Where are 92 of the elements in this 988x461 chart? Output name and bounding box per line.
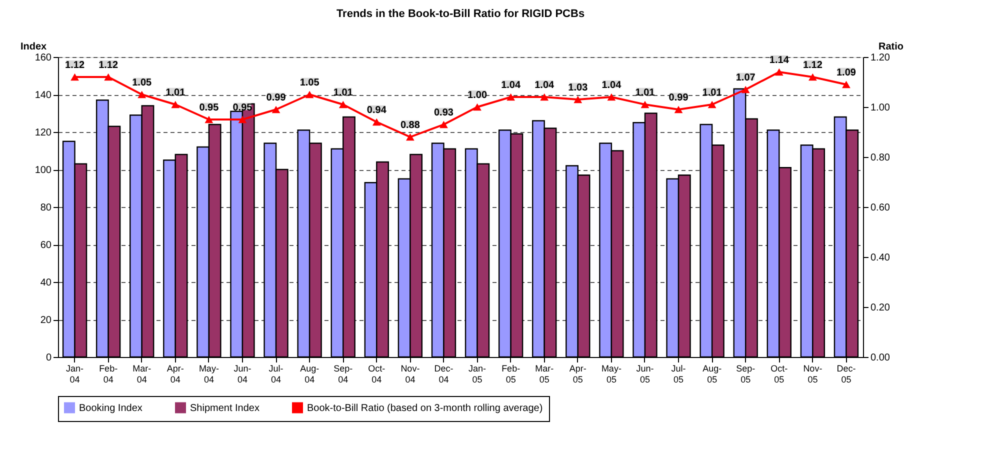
x-tick-label: May-04	[198, 364, 219, 384]
data-label: 1.04	[501, 80, 521, 91]
y2-tick-label: 0.80	[870, 152, 890, 164]
point	[708, 100, 716, 108]
x-tick-label: Jul-04	[268, 364, 284, 384]
y-tick-label: 60	[40, 240, 52, 251]
x-tick-label: Apr-04	[166, 364, 184, 384]
y-tick-label: 0	[46, 352, 52, 364]
x-tick-label: Sep-04	[334, 364, 353, 384]
point	[440, 120, 448, 128]
x-tick-label: Nov-04	[400, 364, 420, 384]
data-label: 1.12	[65, 60, 85, 71]
x-tick-label: Oct-05	[770, 364, 788, 384]
data-label: 1.12	[98, 60, 118, 71]
point	[607, 93, 616, 101]
x-tick-label: Feb-05	[502, 364, 520, 384]
data-label: 1.12	[802, 60, 823, 71]
point	[808, 73, 817, 81]
y2-tick-label: 1.20	[870, 52, 890, 64]
data-label: 1.04	[534, 80, 555, 91]
point	[540, 93, 549, 101]
x-tick-label: Nov-05	[803, 364, 822, 384]
data-label: 1.05	[300, 78, 320, 88]
y2-tick-label: 0.40	[870, 252, 890, 264]
x-tick-label: Feb-04	[99, 364, 118, 384]
point	[506, 93, 515, 101]
point	[238, 116, 247, 124]
data-label: 1.00	[468, 90, 488, 101]
point	[204, 116, 214, 124]
x-tick-label: Jul-05	[671, 364, 686, 384]
x-tick-label: Jan-04	[66, 364, 84, 384]
legend-label: Booking Index	[79, 402, 142, 414]
data-label: 0.94	[366, 105, 387, 116]
x-tick-label: Apr-05	[569, 364, 586, 384]
data-label: 1.04	[602, 80, 622, 91]
point	[406, 133, 414, 141]
y2-axis-title: Ratio	[878, 42, 904, 52]
point	[171, 100, 180, 108]
x-tick-label: Dec-04	[434, 364, 454, 384]
data-label: 1.01	[333, 88, 354, 98]
x-tick-label: Jun-04	[234, 364, 252, 384]
y-tick-label: 80	[40, 202, 52, 214]
point	[305, 90, 314, 98]
x-tick-label: Aug-05	[702, 364, 722, 384]
data-label: 1.09	[836, 68, 856, 78]
point	[372, 118, 381, 126]
x-tick-label: Mar-05	[535, 364, 554, 384]
data-label: 1.03	[568, 82, 588, 94]
chart-title: Trends in the Book-to-Bill Ratio for RIGID PCBs	[336, 8, 585, 20]
y-tick-label: 20	[40, 315, 52, 326]
y-tick-label: 140	[34, 90, 52, 101]
y2-tick-label: 0.60	[870, 202, 890, 214]
point	[70, 73, 79, 81]
legend-label: Shipment Index	[190, 402, 260, 414]
x-tick-label: Dec-05	[836, 364, 856, 384]
point	[574, 96, 582, 104]
point	[674, 106, 683, 114]
point	[473, 103, 482, 111]
y2-tick-label: 0.00	[870, 352, 890, 364]
x-tick-label: Jun-05	[636, 364, 654, 384]
x-tick-label: Jan-05	[468, 364, 486, 384]
y2-tick-label: 0.20	[870, 302, 890, 314]
point	[842, 80, 850, 88]
y-tick-label: 160	[34, 52, 52, 64]
y-tick-label: 40	[40, 278, 52, 288]
point	[104, 73, 112, 81]
point	[640, 100, 650, 108]
point	[774, 68, 784, 76]
data-label: 1.07	[736, 72, 756, 84]
point	[338, 100, 348, 108]
data-label: 0.99	[266, 92, 286, 104]
y-tick-label: 100	[34, 165, 52, 176]
data-label: 1.01	[635, 88, 656, 98]
point	[138, 90, 146, 98]
y-axis-title: Index	[20, 42, 48, 52]
x-tick-label: May-05	[601, 364, 622, 384]
data-label: 0.95	[199, 102, 220, 114]
data-label: 0.93	[434, 108, 454, 118]
x-tick-label: Aug-04	[300, 364, 320, 384]
point	[741, 86, 750, 94]
data-label: 1.05	[132, 78, 152, 88]
y-tick-label: 120	[34, 128, 52, 138]
y2-tick-label: 1.00	[870, 102, 890, 114]
data-label: 1.14	[769, 55, 790, 66]
x-tick-label: Oct-04	[368, 364, 386, 384]
point	[272, 106, 280, 114]
data-label: 0.99	[668, 92, 689, 104]
legend-label: Book-to-Bill Ratio (based on 3-month rolling average)	[307, 402, 543, 414]
data-label: 0.88	[400, 120, 420, 131]
data-label: 1.01	[166, 88, 186, 98]
x-tick-label: Mar-04	[132, 364, 152, 384]
x-tick-label: Sep-05	[736, 364, 756, 384]
